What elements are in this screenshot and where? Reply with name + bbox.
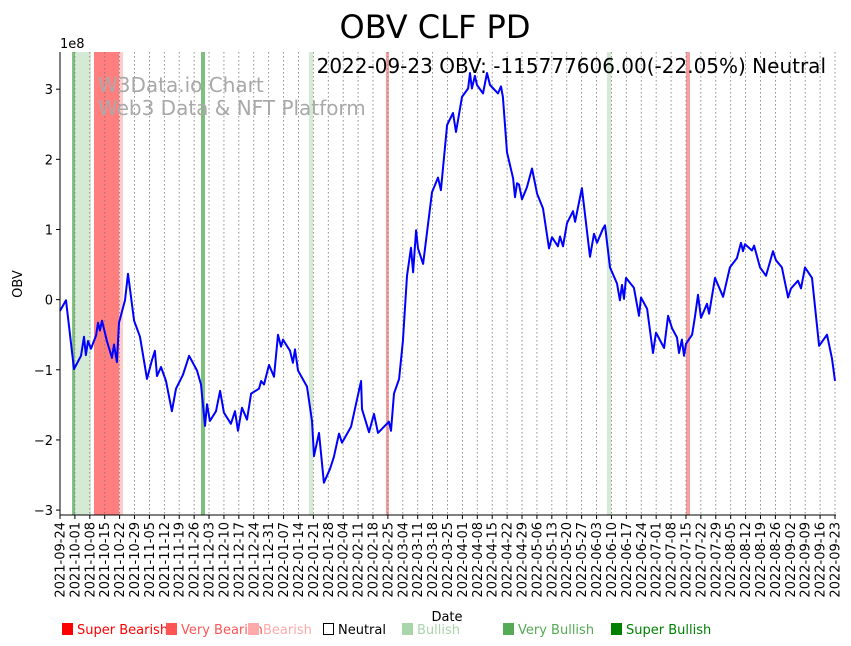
- legend-swatch-very-bearish: [166, 623, 177, 635]
- legend-swatch-bearish: [248, 623, 259, 635]
- x-tick-label: 2021-10-08: [83, 522, 98, 598]
- x-tick-label: 2022-07-01: [650, 522, 665, 598]
- x-tick-label: 2022-09-23: [829, 522, 844, 598]
- y-ticks: −3 −2 −1 0 1 2 3: [34, 83, 60, 519]
- x-tick-label: 2021-10-29: [128, 522, 143, 598]
- x-tick-label: 2022-08-19: [754, 522, 769, 598]
- x-tick-label: 2022-05-20: [560, 522, 575, 598]
- y-tick-label: −3: [34, 504, 53, 519]
- legend: Super Bearish Very Bearish Bearish Neutral B…: [62, 623, 711, 638]
- legend-swatch-super-bullish: [611, 623, 622, 635]
- y-tick-label: 0: [45, 294, 53, 309]
- x-tick-label: 2022-03-25: [441, 522, 456, 598]
- signal-band-very-bearish: [685, 52, 690, 515]
- x-tick-label: 2021-11-05: [143, 522, 158, 598]
- x-tick-label: 2022-06-10: [605, 522, 620, 598]
- x-tick-label: 2021-12-10: [217, 522, 232, 598]
- x-tick-label: 2022-07-22: [694, 522, 709, 598]
- x-tick-label: 2022-04-22: [501, 522, 516, 598]
- y-axis-label: OBV: [11, 270, 26, 298]
- watermark: W3Data.io Chart Web3 Data & NFT Platform: [98, 73, 366, 120]
- x-tick-label: 2022-02-11: [352, 522, 367, 598]
- watermark-line-2: Web3 Data & NFT Platform: [98, 96, 366, 120]
- x-tick-label: 2022-02-18: [366, 522, 381, 598]
- x-tick-label: 2021-10-01: [68, 522, 83, 598]
- x-tick-label: 2022-03-04: [396, 522, 411, 598]
- x-tick-label: 2022-04-08: [471, 522, 486, 598]
- x-tick-label: 2022-08-05: [724, 522, 739, 598]
- x-tick-label: 2022-06-03: [590, 522, 605, 598]
- x-tick-label: 2021-09-24: [54, 522, 69, 598]
- x-tick-label: 2021-11-19: [173, 522, 188, 598]
- signal-band-bullish: [308, 52, 314, 515]
- x-ticks: 2021-09-24 2021-10-01 2021-10-08 2021-10-15…: [54, 515, 844, 598]
- signal-band-very-bullish: [72, 52, 76, 515]
- chart-title: OBV CLF PD: [340, 8, 531, 46]
- x-tick-label: 2021-10-22: [113, 522, 128, 598]
- signal-band-very-bullish: [200, 52, 206, 515]
- y-tick-label: 3: [45, 83, 53, 98]
- x-tick-label: 2022-07-08: [665, 522, 680, 598]
- legend-swatch-bullish: [402, 623, 413, 635]
- x-tick-label: 2022-06-17: [620, 522, 635, 598]
- x-tick-label: 2022-06-24: [635, 522, 650, 598]
- x-tick-label: 2021-12-31: [262, 522, 277, 598]
- watermark-line-1: W3Data.io Chart: [98, 73, 264, 97]
- x-tick-label: 2022-01-21: [307, 522, 322, 598]
- x-axis-label: Date: [431, 610, 462, 625]
- x-tick-label: 2022-09-09: [799, 522, 814, 598]
- x-tick-label: 2022-09-16: [814, 522, 829, 598]
- x-tick-label: 2022-03-18: [426, 522, 441, 598]
- legend-label-very-bearish: Very Bearish: [181, 623, 263, 638]
- x-tick-label: 2022-05-06: [530, 522, 545, 598]
- obv-series-line: [59, 72, 836, 484]
- x-tick-label: 2022-01-07: [277, 522, 292, 598]
- x-tick-label: 2022-02-04: [337, 522, 352, 598]
- x-tick-label: 2022-02-25: [381, 522, 396, 598]
- x-tick-label: 2021-12-03: [203, 522, 218, 598]
- x-tick-label: 2021-12-24: [247, 522, 262, 598]
- legend-label-super-bullish: Super Bullish: [626, 623, 711, 638]
- signal-band-bearish: [119, 52, 124, 515]
- legend-swatch-super-bearish: [62, 623, 73, 635]
- legend-swatch-very-bullish: [503, 623, 514, 635]
- signal-band-bullish: [75, 52, 91, 515]
- x-tick-label: 2022-08-26: [769, 522, 784, 598]
- y-tick-label: −2: [34, 434, 53, 449]
- y-tick-label: 1: [45, 223, 53, 238]
- x-tick-label: 2022-07-15: [679, 522, 694, 598]
- signal-band-very-bearish: [385, 52, 389, 515]
- x-tick-label: 2021-11-12: [158, 522, 173, 598]
- latest-obv-annotation: 2022-09-23 OBV: -115777606.00(-22.05%) N…: [317, 54, 826, 78]
- x-tick-label: 2022-05-27: [575, 522, 590, 598]
- x-tick-label: 2022-07-29: [709, 522, 724, 598]
- x-tick-label: 2022-01-28: [322, 522, 337, 598]
- x-tick-label: 2022-09-02: [784, 522, 799, 598]
- legend-label-neutral: Neutral: [338, 623, 386, 638]
- signal-band-very-bearish: [93, 52, 120, 515]
- x-tick-label: 2022-03-11: [411, 522, 426, 598]
- legend-swatch-neutral: [323, 623, 334, 635]
- x-tick-label: 2022-05-13: [545, 522, 560, 598]
- legend-label-bearish: Bearish: [263, 623, 312, 638]
- y-scale-label: 1e8: [60, 37, 85, 52]
- x-tick-label: 2021-11-26: [188, 522, 203, 598]
- x-tick-label: 2022-04-29: [516, 522, 531, 598]
- x-tick-label: 2022-04-01: [456, 522, 471, 598]
- x-tick-label: 2021-10-15: [98, 522, 113, 598]
- x-tick-label: 2022-01-14: [292, 522, 307, 598]
- signal-band-bullish: [606, 52, 611, 515]
- x-tick-label: 2022-04-15: [486, 522, 501, 598]
- x-tick-label: 2021-12-17: [232, 522, 247, 598]
- x-tick-label: 2022-08-12: [739, 522, 754, 598]
- grid-lines: [59, 52, 836, 515]
- legend-label-super-bearish: Super Bearish: [77, 623, 168, 638]
- y-tick-label: −1: [34, 364, 53, 379]
- signal-bands: [72, 52, 690, 515]
- legend-label-bullish: Bullish: [417, 623, 460, 638]
- y-tick-label: 2: [45, 153, 53, 168]
- legend-label-very-bullish: Very Bullish: [518, 623, 594, 638]
